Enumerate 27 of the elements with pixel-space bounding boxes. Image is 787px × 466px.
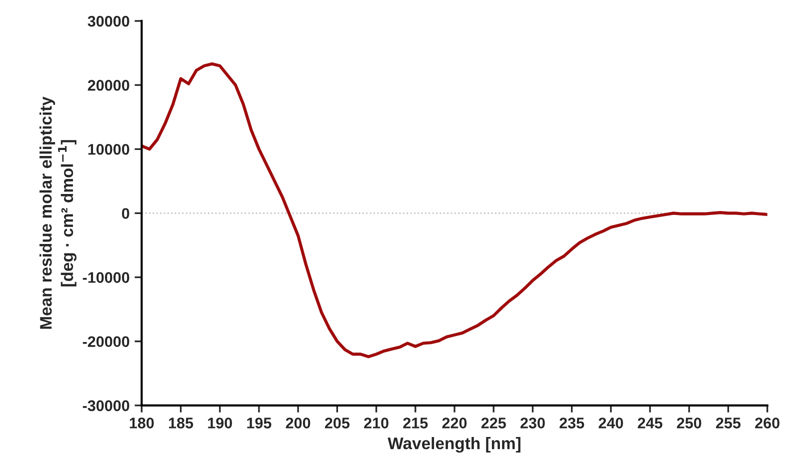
x-tick-label: 245 (638, 418, 662, 428)
x-tick-label: 255 (716, 418, 741, 428)
x-tick-label: 220 (442, 418, 467, 428)
x-tick-label: 190 (208, 418, 232, 428)
x-axis-title: Wavelength [nm] (388, 437, 520, 453)
x-tick-label: 195 (247, 418, 272, 428)
x-tick-label: 215 (403, 418, 428, 428)
y-tick-label: 0 (122, 208, 130, 219)
x-tick-label: 230 (520, 418, 545, 428)
x-tick-label: 210 (364, 418, 388, 428)
x-tick-label: 250 (676, 418, 702, 428)
x-tick-label: 185 (168, 418, 194, 428)
line-series (142, 62, 768, 358)
y-tick-label: -10000 (82, 272, 130, 283)
y-tick-label: -30000 (82, 400, 130, 412)
y-tick-label: 20000 (88, 80, 130, 91)
x-tick-label: 180 (130, 418, 154, 428)
y-axis-title: Mean residue molar ellipticity [deg · cm² dmol$^{−1}$] (40, 96, 76, 329)
x-tick-label: 260 (755, 418, 780, 428)
x-tick-label: 240 (598, 418, 624, 428)
x-tick-label: 225 (481, 418, 506, 428)
y-tick-label: 10000 (88, 144, 130, 155)
x-tick-label: 235 (560, 418, 584, 428)
x-tick-label: 200 (286, 418, 310, 428)
x-tick-label: 205 (324, 418, 350, 428)
y-tick-label: 30000 (88, 16, 130, 27)
y-tick-label: -20000 (82, 336, 130, 348)
